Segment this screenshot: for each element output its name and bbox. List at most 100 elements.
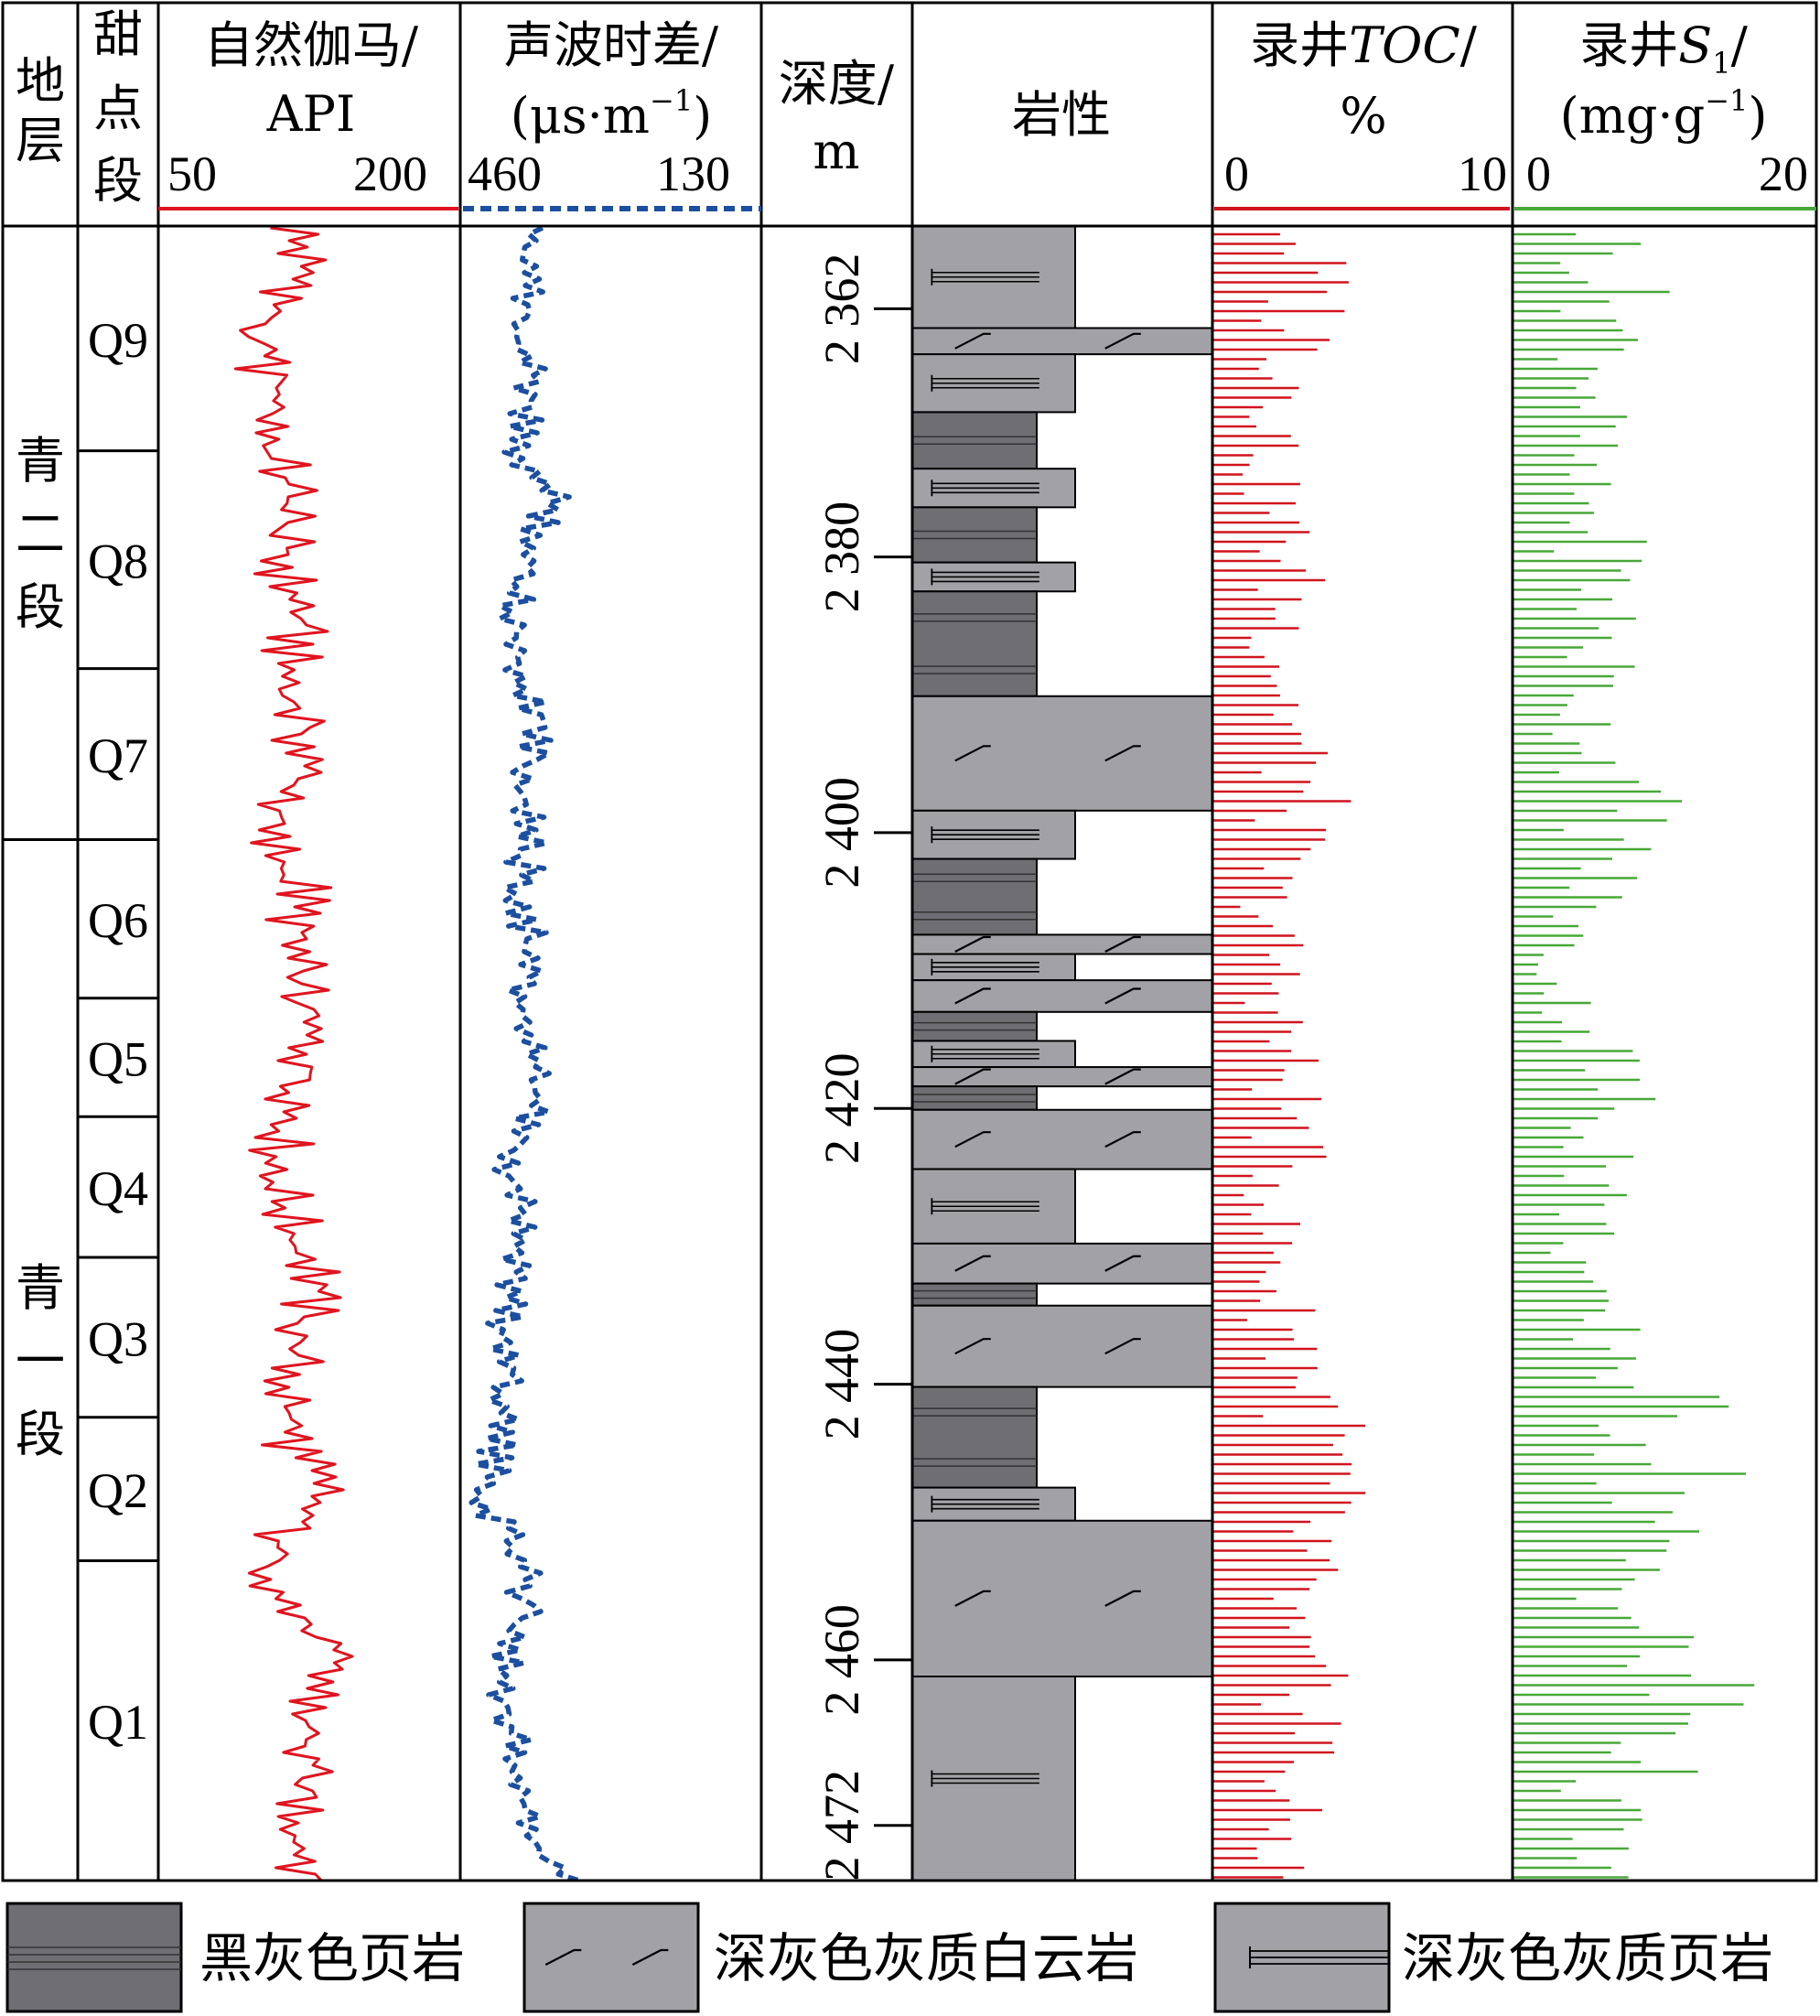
lithology-bed bbox=[911, 468, 1076, 509]
s1-max: 20 bbox=[1759, 146, 1808, 201]
sweet-header-char: 点 bbox=[93, 80, 143, 137]
dolomite-symbol bbox=[544, 1948, 582, 1966]
dolomite-symbol bbox=[1104, 1068, 1141, 1085]
log-bar-tracks bbox=[1212, 232, 1755, 1879]
header-sweet-spot: 甜 点 段 bbox=[93, 5, 143, 210]
dolomite-symbol bbox=[1104, 935, 1141, 953]
lithology-bed bbox=[911, 1676, 1076, 1881]
sonic-max: 130 bbox=[656, 146, 730, 201]
legend-swatch bbox=[522, 1902, 700, 2013]
lithology-bed-fill bbox=[911, 1385, 1038, 1489]
legend-item: 深灰色灰质白云岩 bbox=[522, 1902, 1138, 2013]
lithology-bed bbox=[911, 1385, 1038, 1489]
formation-label: 二 bbox=[16, 505, 65, 563]
lithology-bed-fill bbox=[911, 979, 1213, 1013]
depth-tick-label: 2 380 bbox=[814, 501, 869, 613]
formation-header-char: 地 bbox=[16, 52, 65, 110]
dolomite-symbol bbox=[954, 1255, 991, 1272]
dolomite-symbol bbox=[954, 1590, 991, 1607]
track-frame bbox=[1, 1, 1818, 1882]
lithology-column bbox=[911, 225, 1213, 1881]
header-lithology: 岩性 bbox=[1012, 86, 1111, 144]
lithology-bed-fill bbox=[911, 1519, 1213, 1678]
lithology-bed bbox=[911, 979, 1213, 1013]
interval-dividers bbox=[3, 449, 158, 1562]
depth-tick-label: 2 362 bbox=[814, 253, 869, 365]
gamma-ray-curve bbox=[233, 226, 354, 1881]
depth-tick-marks: 2 362 2 380 2 400 2 420 2 440 2 460 2 472 bbox=[814, 253, 912, 1881]
sonic-title: 声波时差/ bbox=[504, 16, 719, 74]
lithology-bed bbox=[911, 1519, 1213, 1678]
dolomite-symbol bbox=[954, 1068, 991, 1085]
formation-label: 青 bbox=[16, 432, 65, 490]
depth-tick-label: 2 400 bbox=[814, 777, 869, 889]
lithology-bed bbox=[911, 1486, 1076, 1522]
formation-header-char: 层 bbox=[16, 112, 65, 169]
sonic-min: 460 bbox=[468, 146, 542, 201]
depth-title: 深度/ bbox=[779, 55, 895, 113]
dolomite-symbol bbox=[1104, 1131, 1141, 1148]
sonic-curve bbox=[468, 226, 582, 1881]
depth-unit: m bbox=[813, 123, 859, 180]
sweet-spot-label: Q4 bbox=[88, 1161, 148, 1216]
legend-item: 黑灰色页岩 bbox=[5, 1902, 465, 2013]
lithology-bed bbox=[911, 953, 1076, 982]
lithology-bed bbox=[911, 809, 1076, 860]
header-depth: 深度/ m bbox=[779, 55, 895, 180]
lithology-bed bbox=[911, 1040, 1076, 1069]
log-curves bbox=[233, 226, 582, 1881]
lithology-bed bbox=[911, 933, 1213, 955]
depth-tick-label: 2 460 bbox=[814, 1604, 869, 1716]
sweet-spot-label: Q2 bbox=[88, 1463, 148, 1518]
dolomite-symbol bbox=[954, 745, 991, 762]
header-s1: 录井S1/ (mg·g−1) 0 20 bbox=[1514, 16, 1816, 210]
lithology-bed bbox=[911, 1282, 1038, 1307]
outer-border bbox=[1, 1, 1818, 1882]
legend-swatch bbox=[5, 1902, 183, 2013]
header-sonic: 声波时差/ (μs·m−1) 460 130 bbox=[463, 16, 761, 211]
sonic-unit: (μs·m−1) bbox=[511, 83, 713, 145]
depth-tick-label: 2 420 bbox=[814, 1053, 869, 1165]
lithology-bed bbox=[911, 1066, 1213, 1088]
dolomite-symbol bbox=[954, 987, 991, 1005]
formation-label: 段 bbox=[16, 578, 65, 636]
gamma-min: 50 bbox=[167, 146, 217, 201]
sweet-spot-label: Q1 bbox=[88, 1695, 148, 1750]
sweet-spot-label: Q8 bbox=[88, 534, 148, 589]
lithology-bed bbox=[911, 327, 1213, 356]
lithology-bed bbox=[911, 506, 1038, 564]
s1-unit: (mg·g−1) bbox=[1560, 83, 1768, 145]
lithology-bed-fill bbox=[911, 1282, 1038, 1307]
lithology-bed bbox=[911, 695, 1213, 812]
lithology-bed-fill bbox=[911, 590, 1038, 697]
depth-tick-label: 2 472 bbox=[814, 1770, 869, 1881]
lithology-bed-fill bbox=[911, 1304, 1213, 1388]
lithology-bed bbox=[911, 1085, 1038, 1111]
formation-label: 一 bbox=[16, 1332, 65, 1390]
gamma-unit: API bbox=[266, 85, 356, 143]
formation-label: 青 bbox=[16, 1259, 65, 1317]
sweet-spot-label: Q9 bbox=[88, 313, 148, 368]
toc-title: 录井TOC/ bbox=[1250, 16, 1478, 74]
lithology-bed bbox=[911, 225, 1076, 329]
lithology-bed-fill bbox=[911, 1085, 1038, 1111]
s1-title: 录井S1/ bbox=[1579, 16, 1748, 81]
dolomite-symbol bbox=[1104, 745, 1141, 762]
lithology-title: 岩性 bbox=[1012, 86, 1111, 144]
sweet-spot-label: Q5 bbox=[88, 1032, 148, 1087]
formation-label: 段 bbox=[16, 1406, 65, 1463]
lithology-bed-fill bbox=[911, 857, 1038, 936]
lithology-bed bbox=[911, 1304, 1213, 1388]
dolomite-symbol bbox=[631, 1948, 669, 1966]
dolomite-symbol bbox=[954, 1338, 991, 1355]
dolomite-symbol bbox=[1104, 1338, 1141, 1355]
lithology-bed bbox=[911, 1168, 1076, 1245]
header-formation: 地 层 bbox=[16, 52, 65, 169]
header-gamma: 自然伽马/ API 50 200 bbox=[158, 16, 458, 210]
lithology-bed bbox=[911, 857, 1038, 936]
lithology-bed-fill bbox=[911, 1242, 1213, 1285]
lithology-bed-fill bbox=[911, 1108, 1213, 1170]
lithology-bed-fill bbox=[911, 695, 1213, 812]
